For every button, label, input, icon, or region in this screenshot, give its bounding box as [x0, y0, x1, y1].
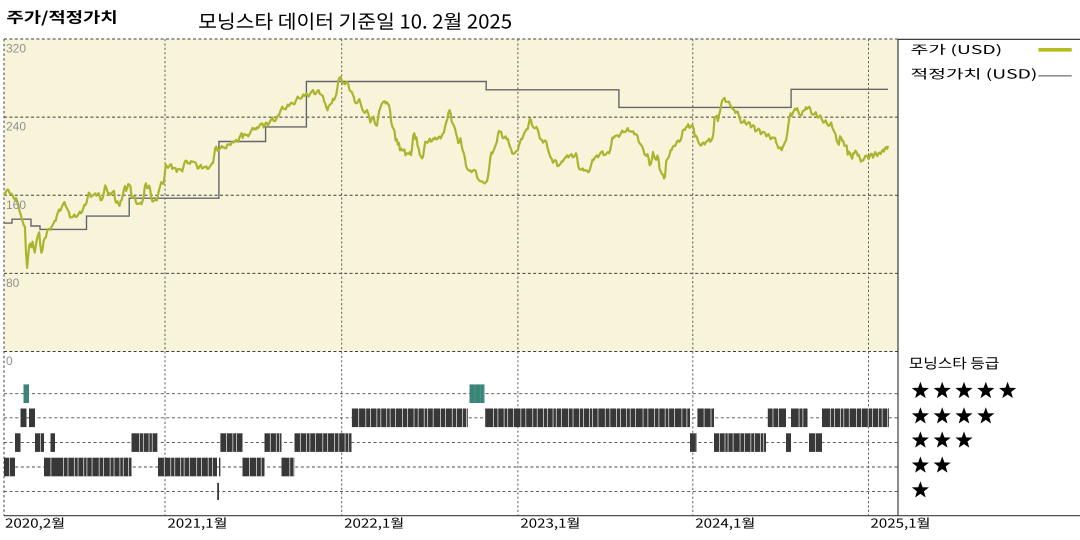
svg-text:320: 320 — [6, 42, 26, 56]
svg-text:240: 240 — [6, 120, 26, 134]
svg-text:0: 0 — [6, 354, 13, 368]
svg-text:160: 160 — [6, 198, 26, 212]
svg-text:80: 80 — [6, 276, 20, 290]
